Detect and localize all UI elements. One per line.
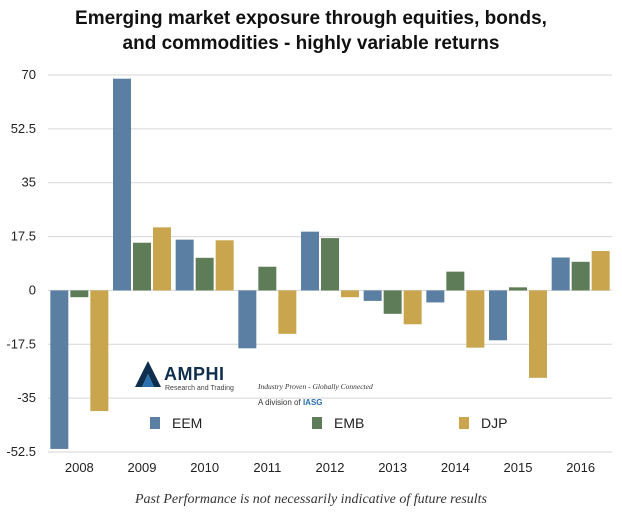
bar-eem-2011 bbox=[238, 290, 257, 349]
amphi-mountain-icon bbox=[135, 361, 161, 387]
x-tick-label: 2013 bbox=[378, 460, 407, 475]
x-tick-label: 2016 bbox=[566, 460, 595, 475]
bar-djp-2011 bbox=[278, 290, 297, 334]
bar-djp-2012 bbox=[341, 290, 359, 298]
logo-division-prefix: A division of bbox=[258, 398, 301, 407]
chart-title-line-1: Emerging market exposure through equitie… bbox=[75, 8, 547, 29]
bar-eem-2013 bbox=[363, 290, 382, 301]
legend-swatch-emb bbox=[312, 417, 322, 429]
y-tick-label: 52.5 bbox=[11, 121, 36, 136]
bar-djp-2015 bbox=[529, 290, 547, 378]
legend-label-djp: DJP bbox=[481, 415, 507, 431]
y-tick-label: 0 bbox=[29, 282, 36, 297]
x-tick-label: 2012 bbox=[316, 460, 345, 475]
y-tick-label: 35 bbox=[22, 175, 36, 190]
logo-name: AMPHI bbox=[164, 364, 225, 384]
legend-label-eem: EEM bbox=[172, 415, 202, 431]
legend-swatch-djp bbox=[459, 417, 469, 429]
bar-eem-2012 bbox=[301, 231, 319, 291]
bar-emb-2016 bbox=[571, 261, 590, 291]
chart-title-line-2: and commodities - highly variable return… bbox=[122, 33, 500, 54]
bar-emb-2009 bbox=[133, 242, 151, 291]
bar-eem-2015 bbox=[489, 290, 507, 341]
logo-tagline: Industry Proven - Globally Connected bbox=[258, 382, 373, 391]
disclaimer-caption: Past Performance is not necessarily indi… bbox=[134, 492, 488, 507]
bar-djp-2014 bbox=[466, 290, 485, 348]
x-tick-label: 2014 bbox=[441, 460, 470, 475]
bar-emb-2011 bbox=[258, 266, 277, 291]
bar-emb-2014 bbox=[446, 271, 465, 291]
chart-title: Emerging market exposure through equitie… bbox=[0, 6, 622, 56]
y-tick-label: -17.5 bbox=[6, 336, 36, 351]
logo-subtitle: Research and Trading bbox=[165, 385, 234, 392]
legend-label-emb: EMB bbox=[334, 415, 364, 431]
bar-eem-2009 bbox=[113, 78, 131, 291]
legend-swatch-eem bbox=[150, 417, 160, 429]
bar-eem-2010 bbox=[175, 239, 194, 291]
x-tick-label: 2015 bbox=[504, 460, 533, 475]
bar-emb-2015 bbox=[509, 287, 527, 291]
y-axis-labels: 70 52.5 35 17.5 0 -17.5 -35 -52.5 bbox=[6, 67, 36, 459]
x-tick-label: 2011 bbox=[253, 460, 281, 475]
bar-eem-2016 bbox=[551, 257, 570, 291]
bar-djp-2008 bbox=[90, 290, 109, 412]
bar-emb-2008 bbox=[70, 290, 89, 298]
bar-djp-2016 bbox=[591, 251, 610, 291]
bar-emb-2013 bbox=[383, 290, 402, 314]
x-tick-label: 2010 bbox=[190, 460, 219, 475]
x-axis-labels: 2008 2009 2010 2011 2012 2013 2014 2015 2016 bbox=[65, 460, 595, 475]
y-tick-label: -52.5 bbox=[6, 444, 36, 459]
legend: EEM EMB DJP bbox=[150, 415, 507, 431]
logo-division-name: IASG bbox=[302, 398, 323, 407]
y-tick-label: 70 bbox=[22, 67, 36, 82]
x-tick-label: 2009 bbox=[128, 460, 157, 475]
grid-lines bbox=[48, 74, 612, 453]
x-tick-label: 2008 bbox=[65, 460, 94, 475]
amphi-logo: AMPHI Research and Trading Industry Prov… bbox=[134, 356, 404, 412]
bar-djp-2010 bbox=[215, 240, 234, 291]
bar-emb-2010 bbox=[195, 257, 214, 291]
bar-djp-2013 bbox=[403, 290, 422, 325]
bar-emb-2012 bbox=[321, 238, 339, 291]
y-tick-label: -35 bbox=[17, 390, 36, 405]
bar-eem-2008 bbox=[50, 290, 69, 449]
bar-eem-2014 bbox=[426, 290, 445, 303]
bar-djp-2009 bbox=[153, 227, 171, 291]
bars bbox=[50, 78, 610, 449]
y-tick-label: 17.5 bbox=[11, 229, 36, 244]
logo-division: A division of IASG bbox=[258, 398, 323, 407]
